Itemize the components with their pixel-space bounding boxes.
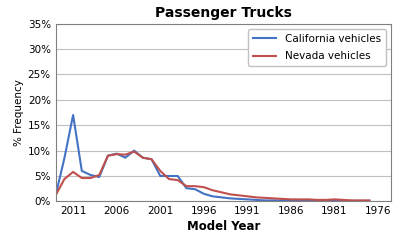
California vehicles — [228, 197, 232, 200]
California vehicles — [254, 198, 259, 201]
Nevada vehicles — [167, 178, 172, 180]
Nevada vehicles — [306, 198, 311, 201]
California vehicles — [71, 114, 76, 116]
Nevada vehicles — [367, 199, 372, 202]
Nevada vehicles — [210, 189, 215, 192]
Nevada vehicles — [228, 193, 232, 196]
Nevada vehicles — [219, 191, 224, 194]
Nevada vehicles — [236, 194, 241, 197]
Nevada vehicles — [184, 185, 189, 188]
California vehicles — [289, 199, 293, 202]
Nevada vehicles — [88, 177, 93, 179]
California vehicles — [132, 149, 137, 152]
California vehicles — [297, 200, 302, 202]
California vehicles — [184, 187, 189, 190]
Nevada vehicles — [97, 174, 101, 176]
Nevada vehicles — [349, 199, 354, 202]
Nevada vehicles — [114, 153, 119, 156]
Title: Passenger Trucks: Passenger Trucks — [155, 5, 292, 20]
California vehicles — [245, 198, 250, 201]
California vehicles — [306, 200, 311, 202]
Nevada vehicles — [245, 195, 250, 198]
California vehicles — [140, 156, 145, 159]
Nevada vehicles — [132, 150, 137, 153]
California vehicles — [167, 174, 172, 177]
Nevada vehicles — [315, 198, 320, 201]
Nevada vehicles — [149, 158, 154, 161]
California vehicles — [175, 174, 180, 177]
Nevada vehicles — [297, 198, 302, 201]
California vehicles — [201, 192, 206, 195]
Nevada vehicles — [62, 178, 67, 180]
Nevada vehicles — [254, 196, 259, 199]
Nevada vehicles — [332, 198, 337, 201]
California vehicles — [324, 200, 328, 202]
Line: California vehicles: California vehicles — [56, 115, 369, 201]
California vehicles — [62, 157, 67, 160]
California vehicles — [149, 158, 154, 161]
Nevada vehicles — [71, 170, 76, 173]
Nevada vehicles — [289, 198, 293, 201]
California vehicles — [341, 200, 346, 202]
California vehicles — [97, 176, 101, 179]
Nevada vehicles — [140, 156, 145, 159]
California vehicles — [158, 174, 163, 177]
X-axis label: Model Year: Model Year — [187, 220, 260, 234]
Nevada vehicles — [358, 199, 363, 202]
California vehicles — [315, 200, 320, 202]
Nevada vehicles — [80, 177, 84, 179]
California vehicles — [105, 154, 110, 157]
California vehicles — [262, 199, 267, 202]
Nevada vehicles — [324, 198, 328, 201]
Nevada vehicles — [341, 198, 346, 201]
California vehicles — [193, 188, 197, 191]
California vehicles — [280, 199, 285, 202]
California vehicles — [114, 152, 119, 155]
California vehicles — [53, 194, 58, 197]
Nevada vehicles — [201, 186, 206, 189]
Legend: California vehicles, Nevada vehicles: California vehicles, Nevada vehicles — [248, 29, 386, 66]
California vehicles — [88, 174, 93, 176]
California vehicles — [80, 169, 84, 172]
California vehicles — [123, 156, 128, 159]
Nevada vehicles — [280, 197, 285, 200]
Y-axis label: % Frequency: % Frequency — [14, 79, 23, 146]
California vehicles — [210, 195, 215, 198]
Nevada vehicles — [53, 194, 58, 197]
California vehicles — [219, 196, 224, 199]
California vehicles — [332, 200, 337, 202]
California vehicles — [358, 200, 363, 202]
Nevada vehicles — [105, 154, 110, 157]
California vehicles — [349, 200, 354, 202]
Line: Nevada vehicles: Nevada vehicles — [56, 152, 369, 200]
Nevada vehicles — [175, 179, 180, 181]
California vehicles — [236, 197, 241, 200]
California vehicles — [271, 199, 276, 202]
Nevada vehicles — [262, 196, 267, 199]
Nevada vehicles — [158, 169, 163, 172]
California vehicles — [367, 200, 372, 202]
Nevada vehicles — [123, 153, 128, 156]
Nevada vehicles — [193, 185, 197, 188]
Nevada vehicles — [271, 197, 276, 200]
